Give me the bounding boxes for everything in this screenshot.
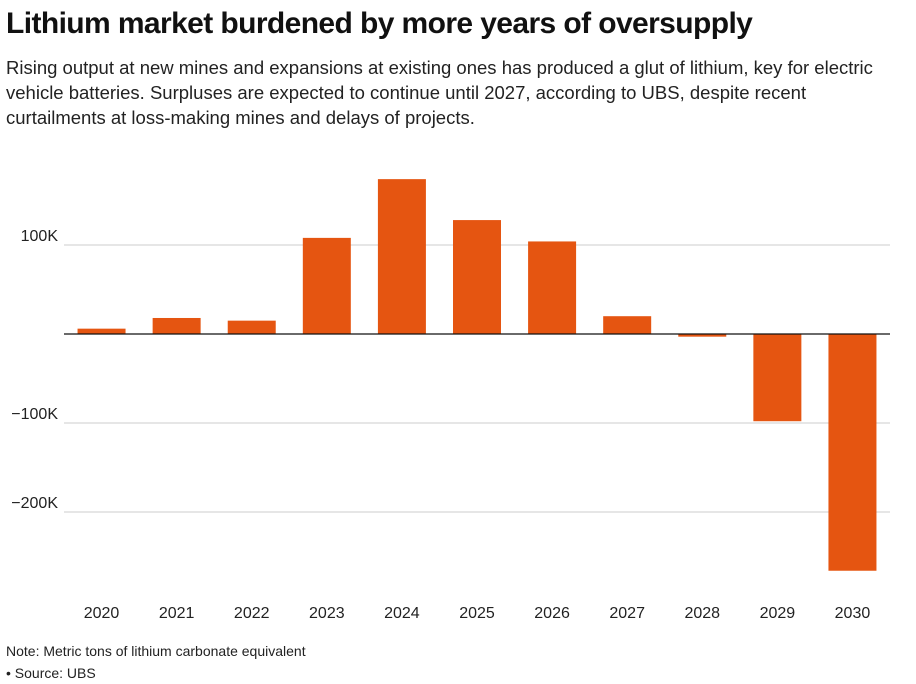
x-tick-label: 2023 xyxy=(309,605,345,622)
bar-2021 xyxy=(152,317,201,334)
y-axis-ticks: 100K −100K −200K xyxy=(11,228,58,512)
x-axis-ticks: 2020 2021 2022 2023 2024 2025 2026 2027 2028 2029… xyxy=(84,605,871,622)
bar-2029 xyxy=(753,334,802,422)
x-tick-label: 2030 xyxy=(835,605,871,622)
bar-2023 xyxy=(302,237,351,334)
x-tick-label: 2026 xyxy=(534,605,570,622)
chart-title: Lithium market burdened by more years of… xyxy=(6,7,753,40)
bar-2022 xyxy=(227,320,276,334)
chart-note: Note: Metric tons of lithium carbonate e… xyxy=(6,643,306,659)
x-tick-label: 2025 xyxy=(459,605,495,622)
bar-2026 xyxy=(528,241,577,334)
y-tick-label: −200K xyxy=(11,495,58,512)
bar-2028 xyxy=(678,334,727,337)
y-tick-label: −100K xyxy=(11,406,58,423)
bar-2024 xyxy=(377,179,426,334)
x-tick-label: 2021 xyxy=(159,605,195,622)
x-tick-label: 2020 xyxy=(84,605,120,622)
bar-2020 xyxy=(77,328,126,334)
chart-subtitle: Rising output at new mines and expansion… xyxy=(6,57,873,128)
x-tick-label: 2027 xyxy=(609,605,645,622)
x-tick-label: 2029 xyxy=(760,605,796,622)
x-tick-label: 2022 xyxy=(234,605,270,622)
bars xyxy=(77,179,877,571)
chart-source: • Source: UBS xyxy=(6,665,96,681)
bar-2025 xyxy=(453,220,501,334)
x-tick-label: 2024 xyxy=(384,605,420,622)
bar-2027 xyxy=(603,316,652,334)
bar-2030 xyxy=(828,334,877,571)
x-tick-label: 2028 xyxy=(684,605,720,622)
y-tick-label: 100K xyxy=(21,228,59,245)
